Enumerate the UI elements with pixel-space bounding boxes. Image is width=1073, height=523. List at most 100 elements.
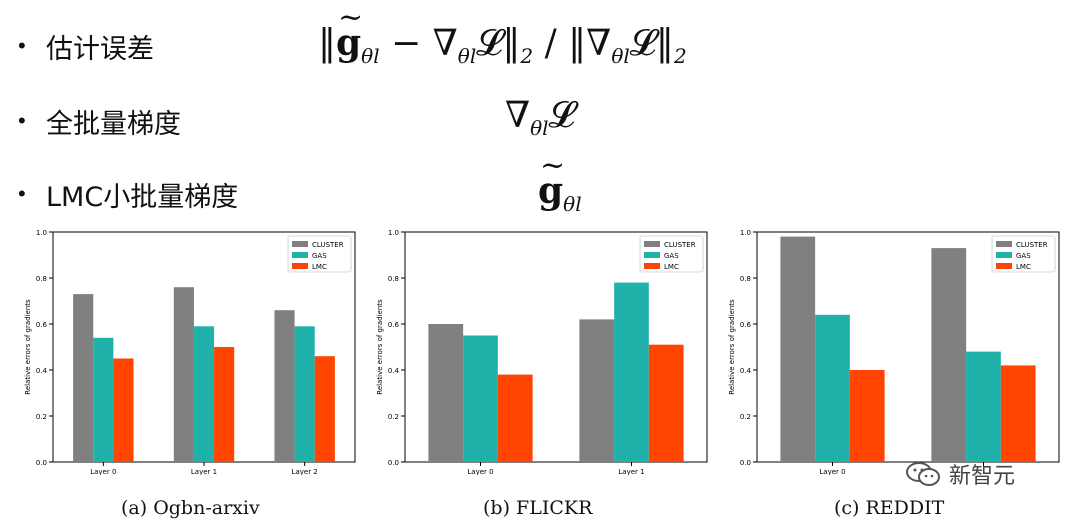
bullet-label: LMC小批量梯度 bbox=[46, 181, 239, 213]
bullet-estimate-error: • 估计误差 bbox=[18, 26, 154, 66]
legend-label: CLUSTER bbox=[1016, 241, 1048, 249]
y-tick-label: 0.0 bbox=[36, 459, 47, 467]
bullet-lmc-mini-batch-gradient: • LMC小批量梯度 bbox=[18, 174, 238, 214]
formula-sub: θl bbox=[611, 44, 630, 69]
bar-lmc bbox=[497, 374, 533, 462]
bar-gas bbox=[614, 282, 649, 462]
formula-sub: 2 bbox=[520, 44, 534, 69]
formula-full-gradient: ∇θl𝓛 bbox=[505, 95, 575, 140]
legend-label: CLUSTER bbox=[312, 241, 344, 249]
x-tick-label: Layer 2 bbox=[292, 468, 318, 475]
caption-flickr: (b) FLICKR bbox=[483, 497, 593, 519]
bar-cluster bbox=[931, 248, 967, 462]
bullet-dot: • bbox=[18, 181, 26, 206]
x-tick-label: Layer 0 bbox=[90, 468, 116, 475]
y-tick-label: 0.0 bbox=[740, 459, 751, 467]
legend-swatch bbox=[292, 263, 308, 269]
y-tick-label: 0.4 bbox=[740, 367, 752, 375]
y-tick-label: 1.0 bbox=[36, 229, 47, 237]
watermark-text: 新智元 bbox=[949, 464, 1016, 489]
formula-part: ∇ bbox=[505, 95, 531, 136]
caption-reddit: (c) REDDIT bbox=[834, 497, 945, 519]
wechat-icon bbox=[906, 462, 940, 486]
y-tick-label: 0.2 bbox=[740, 413, 751, 421]
formula-sub: 2 bbox=[673, 44, 687, 69]
legend-swatch bbox=[292, 252, 308, 258]
x-tick-label: Layer 0 bbox=[467, 468, 493, 475]
y-tick-label: 0.6 bbox=[740, 321, 752, 329]
legend-label: LMC bbox=[1016, 263, 1031, 271]
legend-label: CLUSTER bbox=[664, 241, 696, 249]
formula-sub: θl bbox=[457, 44, 477, 69]
bar-lmc bbox=[648, 344, 684, 462]
bar-cluster bbox=[579, 319, 615, 462]
bar-gas bbox=[815, 314, 850, 462]
legend-swatch bbox=[996, 252, 1012, 258]
bullet-label: 估计误差 bbox=[46, 33, 154, 65]
bar-lmc bbox=[1000, 365, 1036, 462]
y-tick-label: 1.0 bbox=[388, 229, 399, 237]
x-tick-label: Layer 0 bbox=[819, 468, 845, 475]
y-axis-label: Relative errors of gradients bbox=[24, 299, 32, 395]
formula-sub: θl bbox=[361, 44, 380, 69]
formula-part: − ∇ bbox=[379, 23, 458, 64]
bar-gas bbox=[966, 351, 1001, 462]
legend-label: GAS bbox=[1016, 252, 1031, 260]
bar-cluster bbox=[73, 294, 94, 462]
formula-part: 𝓛‖ bbox=[629, 23, 674, 64]
formula-g-tilde: g bbox=[538, 148, 565, 212]
bullet-full-batch-gradient: • 全批量梯度 bbox=[18, 101, 181, 141]
chart-reddit: 0.0 0.2 0.4 0.6 0.8 1.0 Relative errors of gra… bbox=[728, 229, 1060, 475]
formula-part: 𝓛 bbox=[548, 95, 575, 136]
y-tick-label: 0.6 bbox=[36, 321, 48, 329]
y-tick-label: 0.4 bbox=[36, 367, 48, 375]
formula-sub: θl bbox=[530, 116, 549, 141]
bullet-dot: • bbox=[18, 33, 26, 58]
bar-gas bbox=[294, 326, 315, 462]
formula-part: 𝓛‖ bbox=[476, 23, 521, 64]
legend-label: LMC bbox=[664, 263, 679, 271]
y-tick-label: 0.4 bbox=[388, 367, 400, 375]
y-tick-label: 0.2 bbox=[36, 413, 47, 421]
y-tick-label: 1.0 bbox=[740, 229, 751, 237]
formula-sub: θl bbox=[563, 192, 582, 217]
y-tick-label: 0.8 bbox=[388, 275, 399, 283]
bar-lmc bbox=[314, 356, 335, 462]
formula-part: / ‖∇ bbox=[533, 23, 612, 64]
y-tick-label: 0.8 bbox=[740, 275, 751, 283]
legend-label: LMC bbox=[312, 263, 327, 271]
x-tick-label: Layer 1 bbox=[618, 468, 644, 475]
bar-lmc bbox=[849, 370, 885, 462]
bar-cluster bbox=[173, 287, 194, 462]
chart-ogbn-arxiv: 0.0 0.2 0.4 0.6 0.8 1.0 Relative errors of gra… bbox=[24, 229, 356, 475]
bar-gas bbox=[463, 335, 498, 462]
bar-cluster bbox=[780, 236, 816, 462]
y-tick-label: 0.0 bbox=[388, 459, 399, 467]
bar-cluster bbox=[428, 324, 464, 462]
formula-error: ‖gθl − ∇θl𝓛‖2 / ‖∇θl𝓛‖2 bbox=[318, 0, 687, 69]
y-tick-label: 0.8 bbox=[36, 275, 47, 283]
legend-label: GAS bbox=[664, 252, 679, 260]
formula-g-tilde: g bbox=[336, 0, 363, 64]
watermark: 新智元 bbox=[905, 458, 1015, 490]
legend-label: GAS bbox=[312, 252, 327, 260]
formula-part: ‖ bbox=[318, 23, 336, 64]
bullet-dot: • bbox=[18, 108, 26, 133]
legend-swatch bbox=[996, 241, 1012, 247]
x-tick-label: Layer 1 bbox=[191, 468, 217, 475]
legend-swatch bbox=[292, 241, 308, 247]
formula-mini-gradient: gθl bbox=[538, 148, 582, 217]
bar-lmc bbox=[113, 358, 134, 462]
bar-lmc bbox=[214, 347, 235, 462]
bar-gas bbox=[193, 326, 215, 462]
y-tick-label: 0.6 bbox=[388, 321, 400, 329]
bullet-label: 全批量梯度 bbox=[46, 108, 181, 140]
y-axis-label: Relative errors of gradients bbox=[728, 299, 736, 395]
chart-flickr: 0.0 0.2 0.4 0.6 0.8 1.0 Relative errors of gra… bbox=[376, 229, 708, 475]
legend-swatch bbox=[644, 241, 660, 247]
y-axis-label: Relative errors of gradients bbox=[376, 299, 384, 395]
bar-gas bbox=[93, 337, 114, 462]
bar-cluster bbox=[274, 310, 295, 462]
caption-ogbn-arxiv: (a) Ogbn-arxiv bbox=[121, 497, 260, 519]
legend-swatch bbox=[996, 263, 1012, 269]
